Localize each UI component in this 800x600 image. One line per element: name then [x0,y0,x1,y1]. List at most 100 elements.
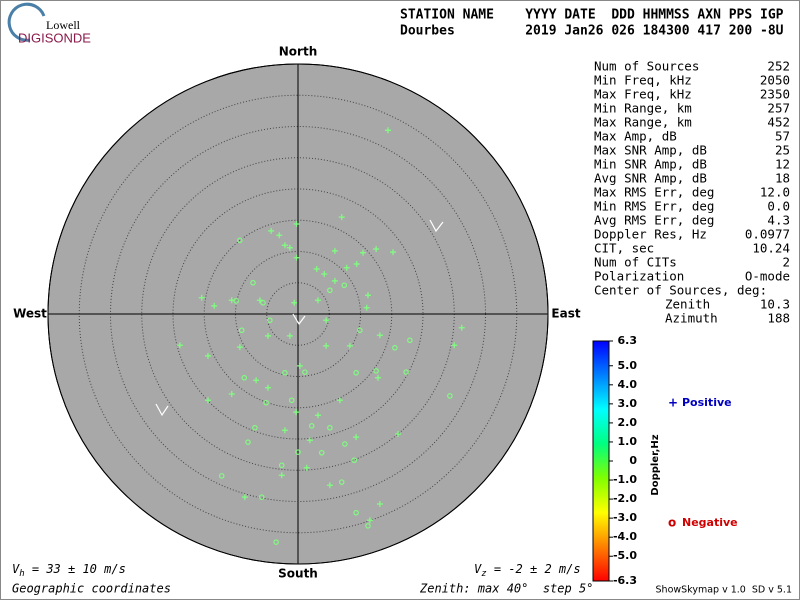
stat-label: Min RMS Err, deg [594,199,714,214]
stat-value: 12.0 [760,185,790,200]
source-point [293,221,300,227]
logo-arc [7,2,46,42]
source-point [308,423,315,429]
source-point [239,327,245,333]
colorbar-label: Doppler,Hz [650,434,661,495]
source-point [360,249,366,256]
source-point [451,342,458,349]
legend-symbol: o [668,516,676,530]
source-point [447,393,453,399]
source-point [365,523,371,529]
colorbar-tick-label: 2.0 [618,416,638,429]
stat-label: Doppler Res, Hz [594,227,707,242]
center-label: Azimuth [665,311,718,326]
source-point [295,449,301,455]
source-point [341,282,347,288]
compass-label: West [13,307,47,321]
colorbar-tick-label: -6.3 [613,574,637,587]
source-point [278,462,285,468]
vz-value: = -2 ± 2 m/s [487,562,581,576]
source-point [313,266,320,272]
source-point [390,249,396,256]
logo-small: Lowell [46,18,81,32]
source-point [306,437,313,444]
source-point [228,391,235,397]
source-point [302,369,308,375]
stat-label: Num of CITs [594,255,677,270]
colorbar-tick-label: -3.0 [613,511,637,524]
source-point [237,237,243,244]
source-point [296,362,303,369]
source-point [258,494,265,500]
source-point [343,264,350,271]
source-point [363,304,370,311]
source-point [253,377,260,384]
source-point [376,332,383,339]
vz-text: Vz = -2 ± 2 m/s [474,562,581,579]
source-point [211,302,218,309]
stat-value: 18 [775,171,790,186]
source-point [318,449,325,456]
colorbar-tick-label: 4.0 [618,378,638,391]
legend-label: Negative [682,516,738,529]
stat-label: Min Freq, kHz [594,73,692,88]
source-point [338,479,345,485]
source-point [336,397,343,404]
source-point [282,369,288,376]
source-point [407,337,413,343]
source-point [286,244,293,251]
source-point [273,539,279,545]
stat-label: Max Amp, dB [594,129,677,144]
source-point [288,397,295,403]
stat-value: 0.0 [767,199,790,214]
source-point [373,368,379,374]
stat-value: 25 [775,143,790,158]
source-point [326,482,333,489]
stat-label: Avg RMS Err, deg [594,213,714,228]
source-point [315,297,321,304]
source-point [353,369,359,376]
source-point [281,427,288,434]
stat-value: 12 [775,157,790,172]
source-point [276,232,283,239]
logo-big: DIGISONDE [18,30,91,45]
source-point [392,344,398,351]
stat-value: 2350 [760,87,790,102]
source-point [176,342,183,349]
colorbar-tick-label: 6.3 [618,334,638,347]
source-point [241,374,248,381]
source-point [245,439,251,445]
stat-label: Max Range, km [594,115,692,130]
colorbar-tick-label: 0 [629,454,637,467]
center-label: Zenith [665,297,710,312]
source-point [236,344,243,351]
stat-value: 257 [767,101,790,116]
center-value: 188 [767,311,790,326]
source-point [303,464,310,471]
source-point [376,501,383,507]
colorbar-tick-label: 1.0 [618,435,638,448]
colorbar-tick-label: -1.0 [613,473,637,486]
stat-value: 452 [767,115,790,130]
stat-value: 4.3 [767,213,790,228]
source-point [241,494,248,501]
colorbar-tick-label: 3.0 [618,397,638,410]
source-point [353,509,359,516]
compass-label: North [279,45,317,59]
source-point [205,352,211,359]
source-point [338,214,345,221]
colorbar-tick-label: -2.0 [613,492,637,505]
source-point [265,384,271,391]
colorbar-tick-label: 5.0 [618,359,638,372]
source-point [365,292,371,299]
stat-value: O-mode [745,269,790,284]
source-point [205,397,211,404]
stat-label: CIT, sec [594,241,654,256]
source-point [331,247,338,254]
vh-value: = 33 ± 10 m/s [25,562,126,576]
vz-sub: z [481,569,486,579]
source-point [375,374,381,381]
stat-label: Min Range, km [594,101,692,116]
header-row: Dourbes 2019 Jan26 026 184300 417 200 -8… [400,24,784,39]
source-point [281,242,288,249]
